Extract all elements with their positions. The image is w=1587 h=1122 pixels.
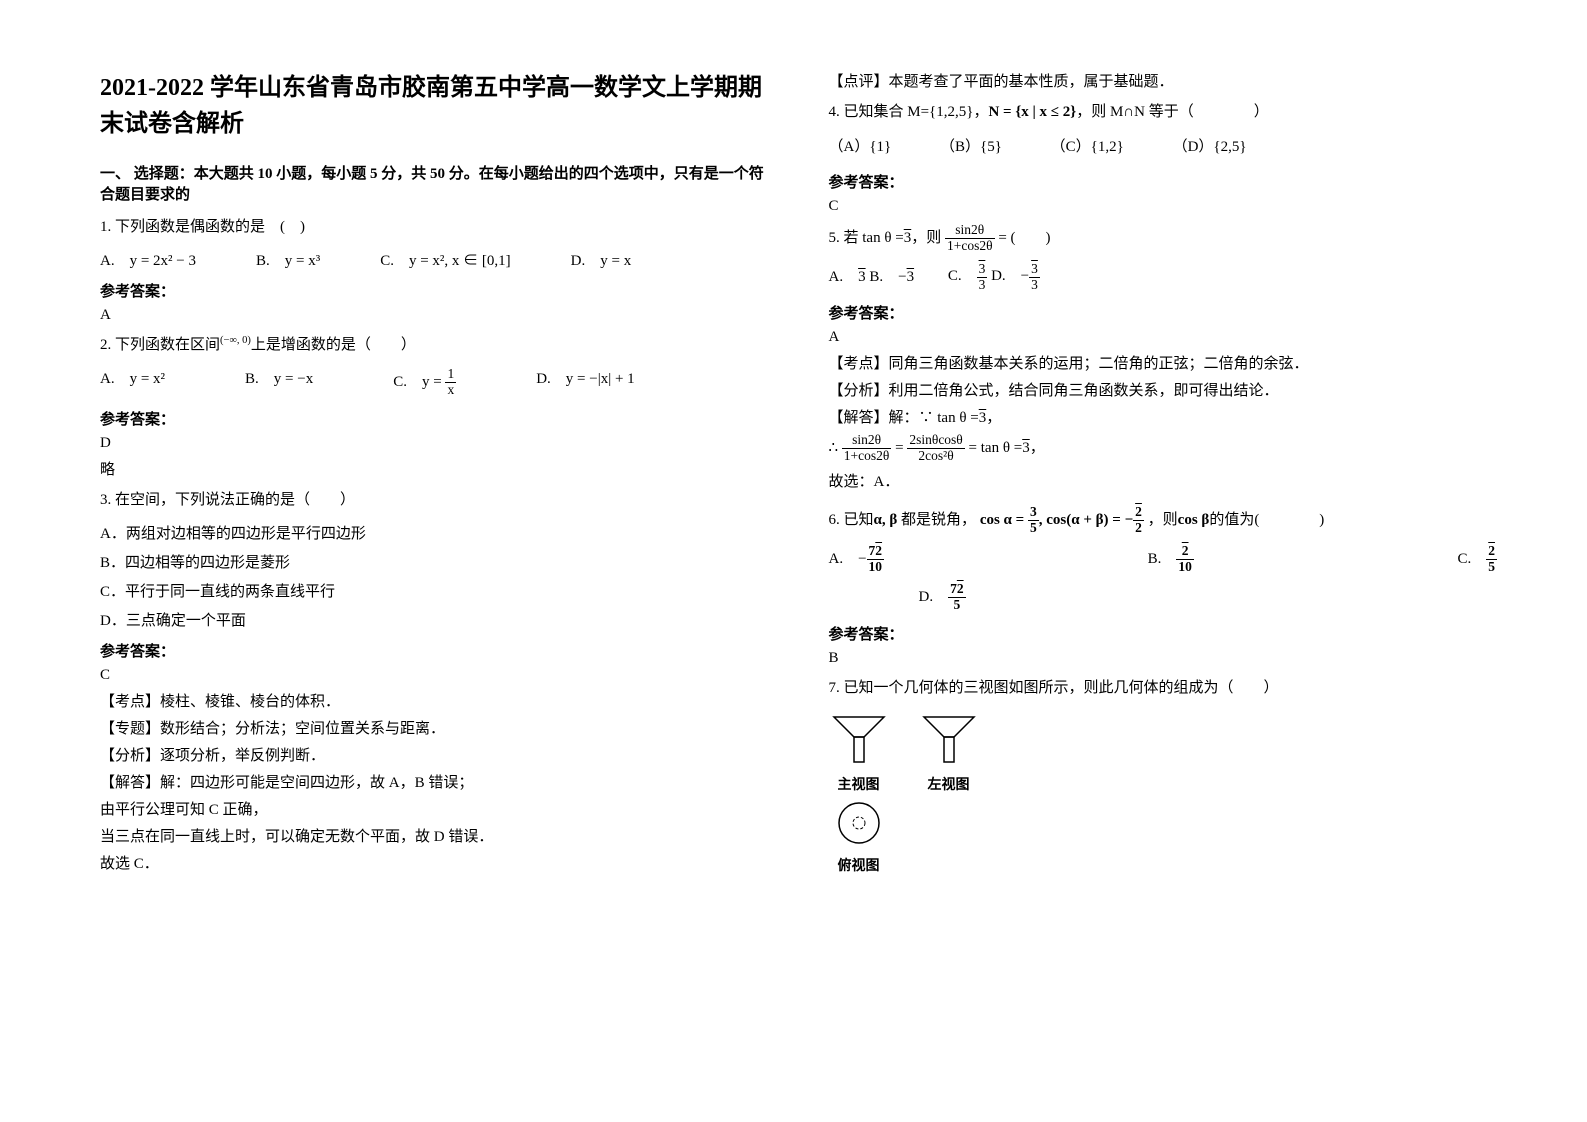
q6-options-row1: A. −7210 B. 210 C. 25 <box>829 544 1498 575</box>
q6-stem: 6. 已知α, β 都是锐角， cos α = 35, cos(α + β) =… <box>829 505 1498 536</box>
q1-opt-a: A. y = 2x² − 3 <box>100 249 196 270</box>
q1-options: A. y = 2x² − 3 B. y = x³ C. y = x², x ∈ … <box>100 249 769 270</box>
q4-stem-b: N = {x | x ≤ 2} <box>988 104 1076 120</box>
q2-stem-a: 2. 下列函数在区间 <box>100 337 220 353</box>
q1-opt-d: D. y = x <box>571 249 632 270</box>
q3-opt-d: D．三点确定一个平面 <box>100 609 769 630</box>
q6-opt-b: B. 210 <box>1148 544 1194 575</box>
main-view-label: 主视图 <box>829 774 889 794</box>
q2-note: 略 <box>100 458 769 479</box>
q1-opt-c: C. y = x², x ∈ [0,1] <box>380 249 510 270</box>
q5-opt-d: D. −33 <box>991 268 1040 284</box>
q4-ans-label: 参考答案： <box>829 171 1498 192</box>
q2-stem: 2. 下列函数在区间(−∞, 0)上是增函数的是（ ） <box>100 332 769 359</box>
q5-opt-b: B. −3 <box>869 268 914 284</box>
q3-exp6: 当三点在同一直线上时，可以确定无数个平面，故 D 错误． <box>100 825 769 846</box>
q4-stem-c: ，则 M∩N 等于（ ） <box>1076 104 1269 120</box>
q2-opt-d: D. y = −|x| + 1 <box>536 367 634 398</box>
left-column: 2021-2022 学年山东省青岛市胶南第五中学高一数学文上学期期末试卷含解析 … <box>100 70 769 879</box>
q5-exp3: 【解答】解：∵ tan θ =3， <box>829 406 1498 427</box>
q3-ans: C <box>100 667 769 684</box>
q6-ans: B <box>829 650 1498 667</box>
q4-opt-a: （A）{1} <box>829 139 892 155</box>
q5-options: A. 3 B. −3 C. 33 D. −33 <box>829 262 1498 293</box>
q5-ans-label: 参考答案： <box>829 302 1498 323</box>
q3-exp2: 【专题】数形结合；分析法；空间位置关系与距离． <box>100 717 769 738</box>
q1-opt-b: B. y = x³ <box>256 249 320 270</box>
q1-ans: A <box>100 307 769 324</box>
q4-stem: 4. 已知集合 M={1,2,5}，N = {x | x ≤ 2}，则 M∩N … <box>829 99 1498 126</box>
q5-ans: A <box>829 329 1498 346</box>
q4-opt-b: （B）{5} <box>940 139 1002 155</box>
q5-exp2: 【分析】利用二倍角公式，结合同角三角函数关系，即可得出结论． <box>829 379 1498 400</box>
q4-options: （A）{1} （B）{5} （C）{1,2} （D）{2,5} <box>829 134 1498 161</box>
left-view-label: 左视图 <box>919 774 979 794</box>
q5-opt-c: C. 33 <box>918 268 988 284</box>
q5-stem: 5. 若 tan θ =3，则 sin2θ1+cos2θ = ( ) <box>829 223 1498 254</box>
q5-exp4: ∴ sin2θ1+cos2θ = 2sinθcosθ2cos²θ = tan θ… <box>829 433 1498 464</box>
q6-opt-d: D. 725 <box>919 589 966 605</box>
q3-ans-label: 参考答案： <box>100 640 769 661</box>
q7-stem: 7. 已知一个几何体的三视图如图所示，则此几何体的组成为（ ） <box>829 675 1498 702</box>
q2-ans-label: 参考答案： <box>100 408 769 429</box>
q3-opt-a: A．两组对边相等的四边形是平行四边形 <box>100 522 769 543</box>
q4-opt-c: （C）{1,2} <box>1051 139 1124 155</box>
q5-exp5: 故选：A． <box>829 470 1498 491</box>
q4-ans: C <box>829 198 1498 215</box>
q6-ans-label: 参考答案： <box>829 623 1498 644</box>
q3-stem: 3. 在空间，下列说法正确的是（ ） <box>100 487 769 514</box>
q1-stem: 1. 下列函数是偶函数的是 ( ) <box>100 214 769 241</box>
q3-exp7: 故选 C． <box>100 852 769 873</box>
left-view: 左视图 <box>919 712 979 794</box>
q5-stem-c: = ( ) <box>998 230 1050 246</box>
right-column: 【点评】本题考查了平面的基本性质，属于基础题． 4. 已知集合 M={1,2,5… <box>829 70 1498 879</box>
q2-options: A. y = x² B. y = −x C. y = 1x D. y = −|x… <box>100 367 769 398</box>
q5-opt-a: A. 3 <box>829 268 866 284</box>
q4-opt-d: （D）{2,5} <box>1173 139 1247 155</box>
q7-views: 主视图 左视图 <box>829 712 1498 794</box>
q2-interval: (−∞, 0) <box>220 335 251 346</box>
q3-exp4: 【解答】解：四边形可能是空间四边形，故 A，B 错误； <box>100 771 769 792</box>
q5-exp1: 【考点】同角三角函数基本关系的运用；二倍角的正弦；二倍角的余弦． <box>829 352 1498 373</box>
q4-stem-a: 4. 已知集合 M={1,2,5}， <box>829 104 989 120</box>
q2-ans: D <box>100 435 769 452</box>
q1-ans-label: 参考答案： <box>100 280 769 301</box>
q3-exp8: 【点评】本题考查了平面的基本性质，属于基础题． <box>829 70 1498 91</box>
q3-exp1: 【考点】棱柱、棱锥、棱台的体积． <box>100 690 769 711</box>
q3-opt-b: B．四边相等的四边形是菱形 <box>100 551 769 572</box>
q5-stem-b: ，则 <box>911 230 941 246</box>
q2-stem-b: 上是增函数的是（ ） <box>251 337 416 353</box>
top-view-label: 俯视图 <box>829 855 889 875</box>
q6-options-row2: D. 725 <box>829 582 1498 613</box>
q6-opt-c: C. 25 <box>1457 544 1497 575</box>
q5-stem-a: 5. 若 tan θ = <box>829 230 904 246</box>
q3-exp3: 【分析】逐项分析，举反例判断． <box>100 744 769 765</box>
q3-opt-c: C．平行于同一直线的两条直线平行 <box>100 580 769 601</box>
q2-opt-a: A. y = x² <box>100 367 165 398</box>
main-view: 主视图 <box>829 712 889 794</box>
doc-title: 2021-2022 学年山东省青岛市胶南第五中学高一数学文上学期期末试卷含解析 <box>100 70 769 142</box>
q3-options: A．两组对边相等的四边形是平行四边形 B．四边相等的四边形是菱形 C．平行于同一… <box>100 522 769 630</box>
trapezoid-icon <box>919 712 979 767</box>
q2-opt-c: C. y = 1x <box>393 367 456 398</box>
top-view: 俯视图 <box>829 798 889 875</box>
q3-exp5: 由平行公理可知 C 正确， <box>100 798 769 819</box>
section-1-head: 一、 选择题：本大题共 10 小题，每小题 5 分，共 50 分。在每小题给出的… <box>100 162 769 204</box>
q6-opt-a: A. −7210 <box>829 544 885 575</box>
q2-opt-b: B. y = −x <box>245 367 313 398</box>
trapezoid-icon <box>829 712 889 767</box>
circle-icon <box>834 798 884 848</box>
